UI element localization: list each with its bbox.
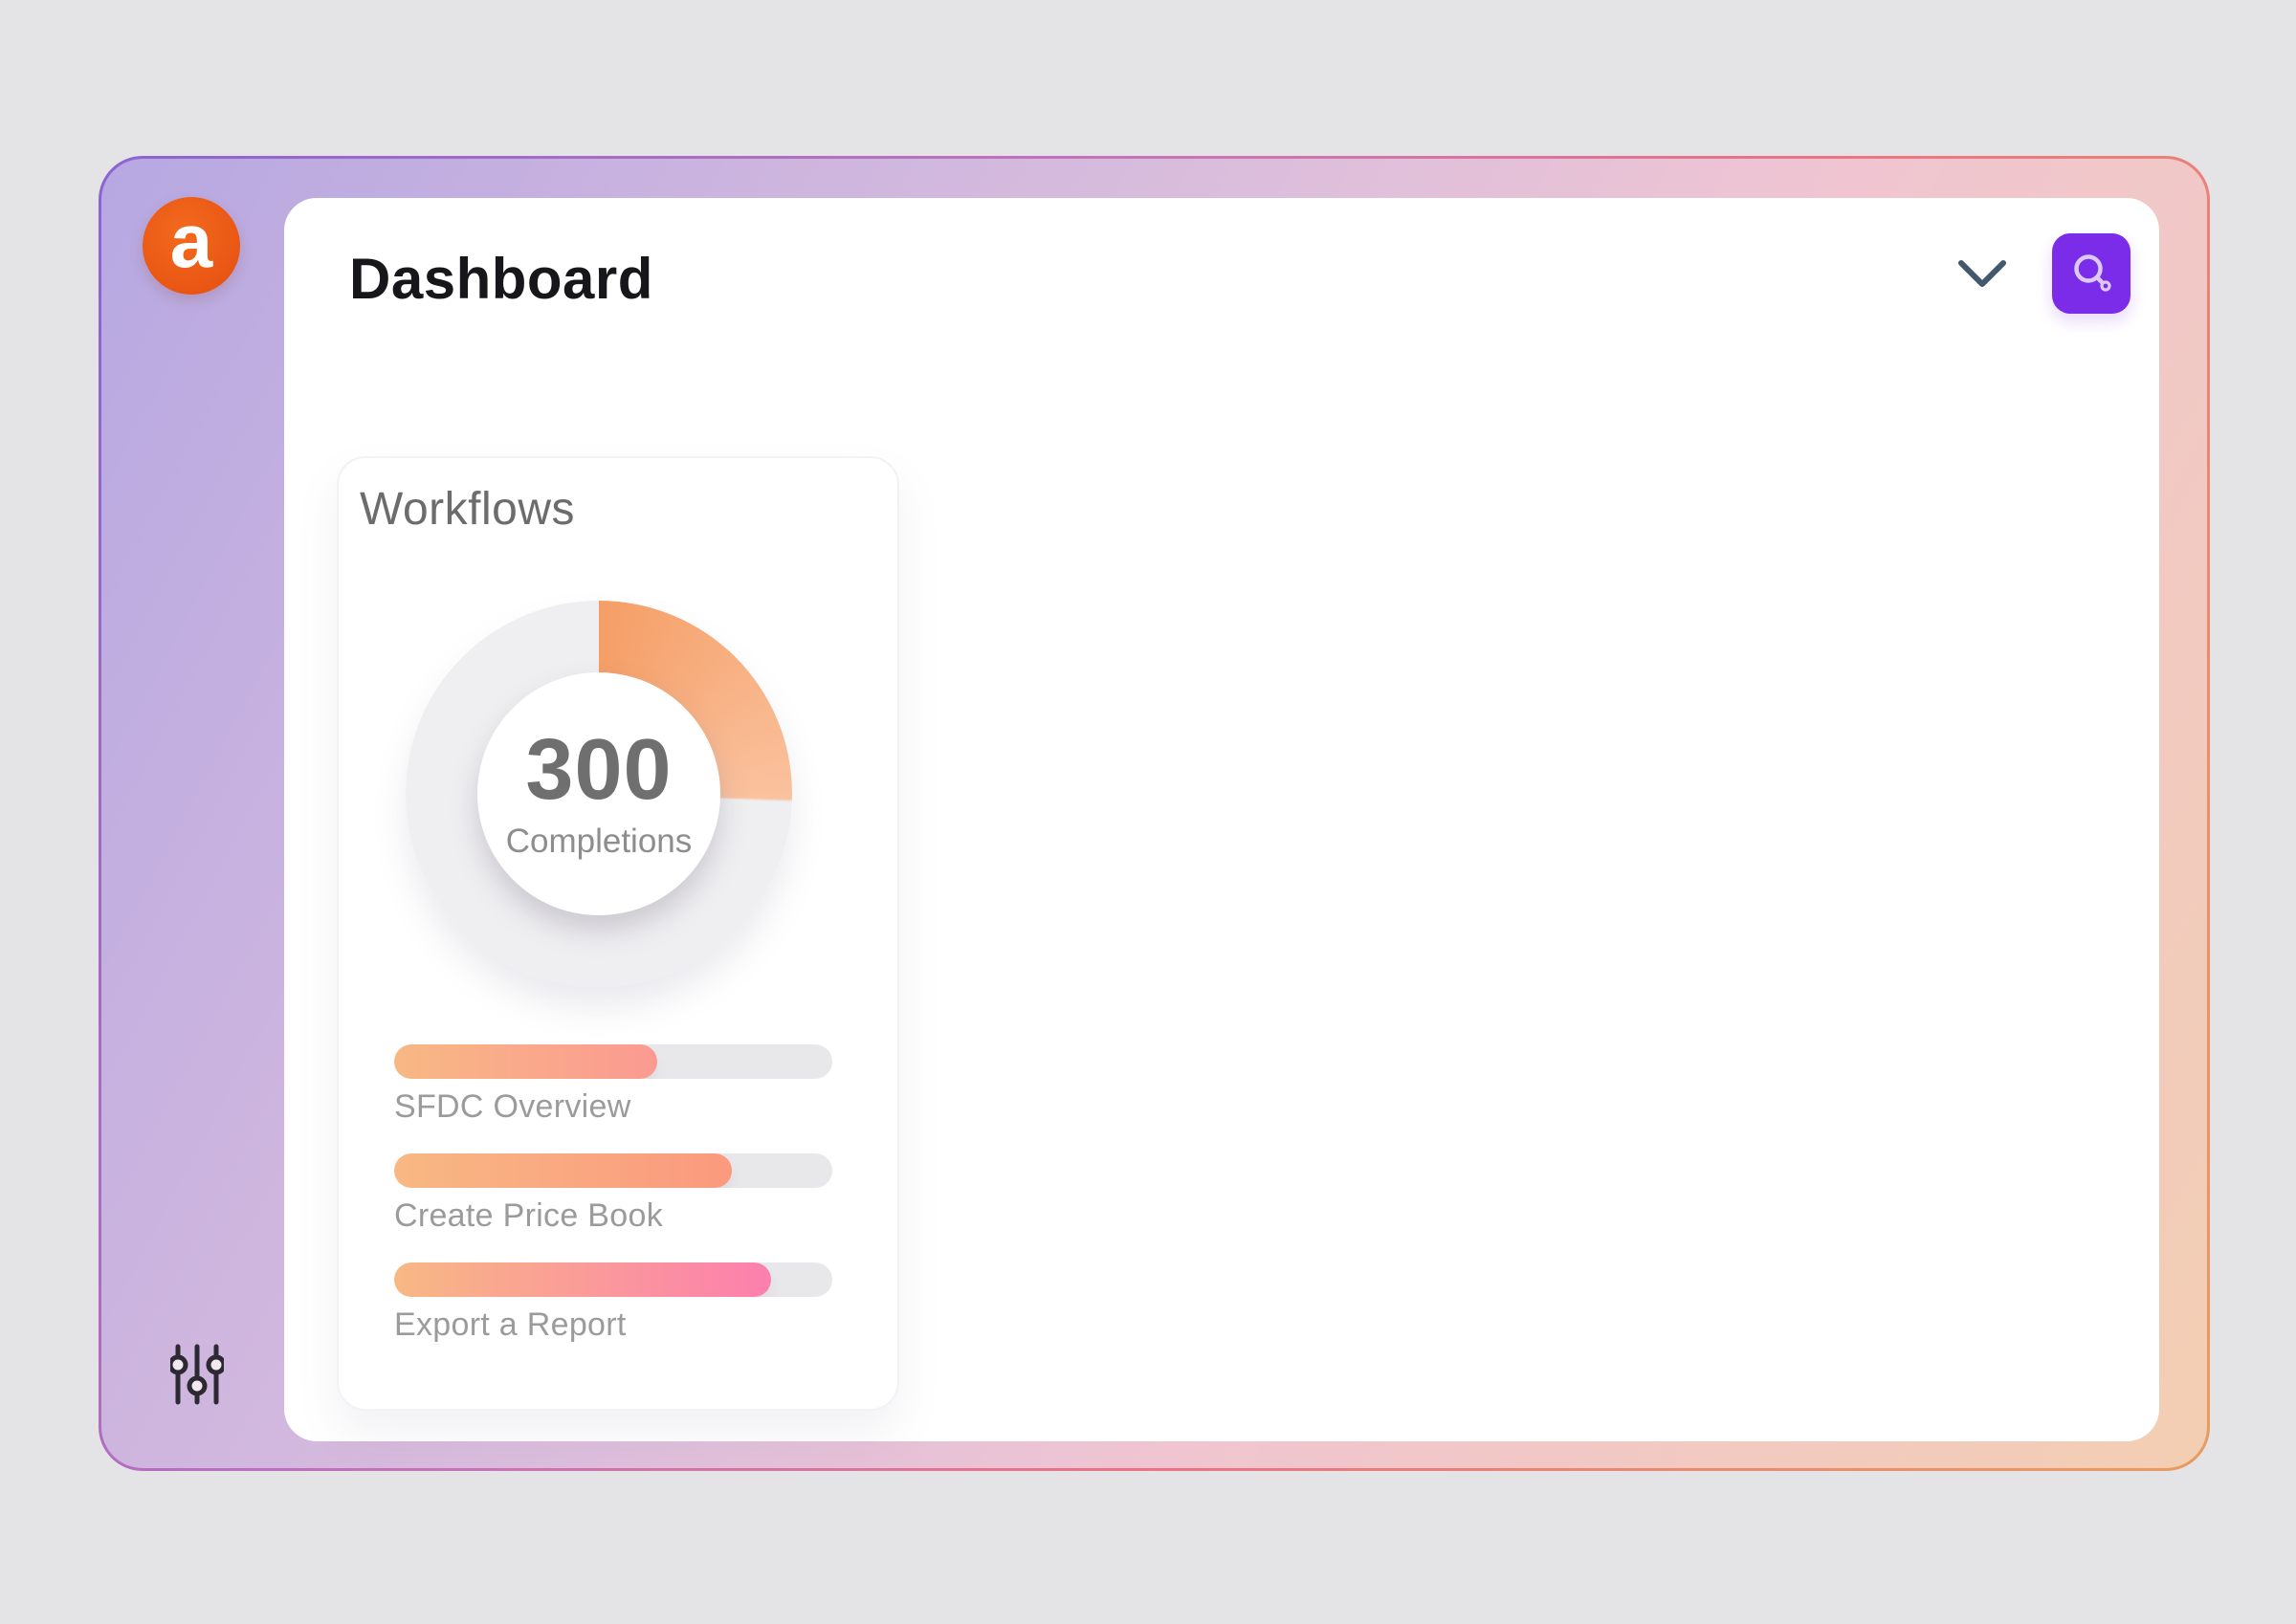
donut-ring: 300 Completions [406,601,792,987]
search-button[interactable] [2052,233,2130,314]
progress-fill [394,1153,732,1188]
search-icon [2074,254,2111,292]
app-logo-letter: a [169,198,213,283]
progress-track [394,1262,832,1297]
app-logo[interactable]: a [143,197,240,295]
progress-label: Export a Report [394,1306,627,1343]
progress-row: Create Price Book [394,1153,832,1235]
progress-fill [394,1262,771,1297]
progress-row: SFDC Overview [394,1044,832,1126]
donut-label: Completions [505,823,693,860]
workflows-card-title: Workflows [360,484,575,535]
sliders-icon[interactable] [167,1343,227,1411]
chevron-down-icon[interactable] [1954,257,2010,296]
progress-row: Export a Report [394,1262,832,1344]
progress-track [394,1153,832,1188]
progress-fill [394,1044,657,1079]
page-title: Dashboard [349,247,653,311]
main-panel: Dashboard Workflows 300 Completions SFDC [284,198,2159,1441]
donut-hole: 300 Completions [477,672,720,915]
donut-value: 300 [525,722,673,818]
progress-track [394,1044,832,1079]
progress-label: SFDC Overview [394,1088,631,1125]
progress-label: Create Price Book [394,1197,664,1234]
workflows-card: Workflows 300 Completions SFDC Overview … [337,456,899,1411]
